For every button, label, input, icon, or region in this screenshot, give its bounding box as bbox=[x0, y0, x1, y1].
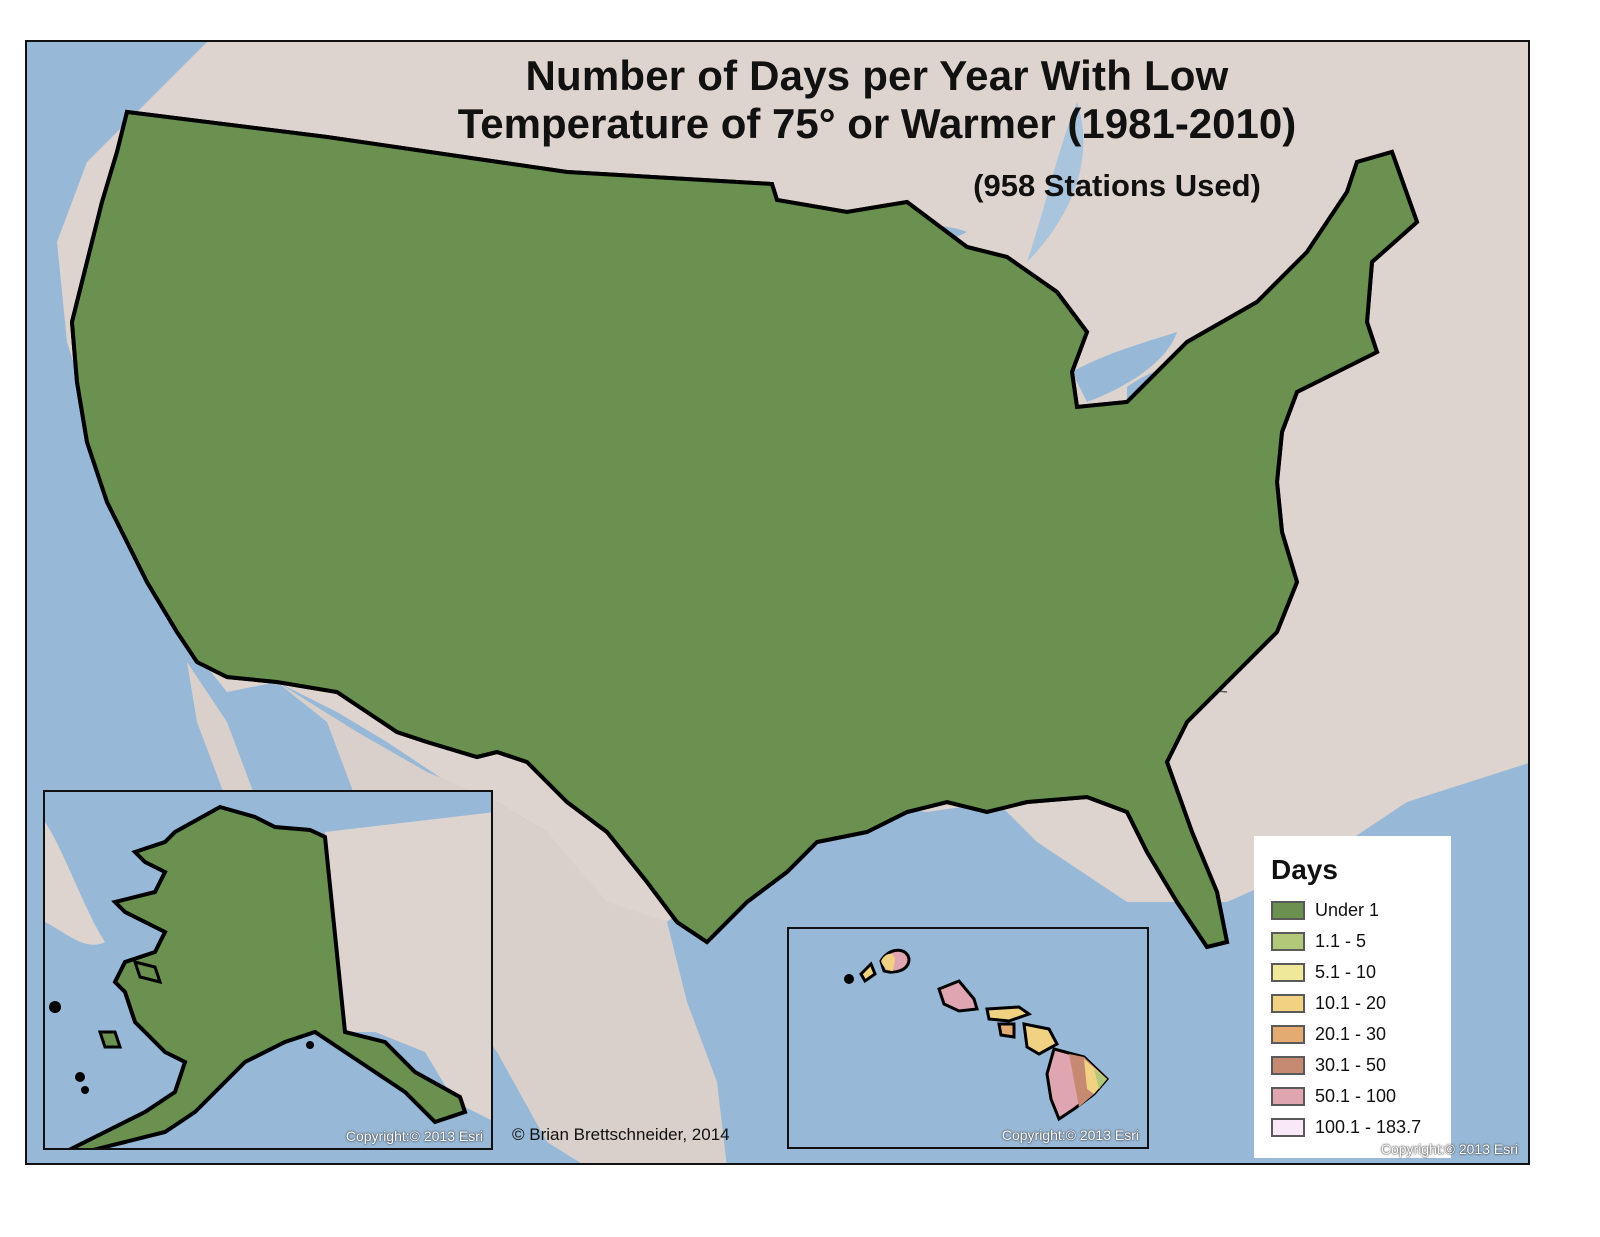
legend: Days Under 1 1.1 - 5 5.1 - 10 10.1 - 20 … bbox=[1254, 836, 1451, 1158]
legend-item: 10.1 - 20 bbox=[1271, 992, 1386, 1014]
alaska-inset: Copyright:© 2013 Esri bbox=[43, 790, 493, 1150]
map-title-line2: Temperature of 75° or Warmer (1981-2010) bbox=[457, 100, 1297, 147]
legend-item: 5.1 - 10 bbox=[1271, 961, 1376, 983]
legend-item: 1.1 - 5 bbox=[1271, 930, 1366, 952]
legend-swatch bbox=[1271, 1086, 1305, 1106]
hawaii-copyright: Copyright:© 2013 Esri bbox=[1001, 1127, 1139, 1143]
author-credit: © Brian Brettschneider, 2014 bbox=[512, 1125, 730, 1144]
main-copyright: Copyright:© 2013 Esri bbox=[1380, 1141, 1518, 1157]
hawaii-inset: Copyright:© 2013 Esri bbox=[787, 927, 1149, 1149]
legend-swatch bbox=[1271, 962, 1305, 982]
alaska-copyright: Copyright:© 2013 Esri bbox=[345, 1128, 483, 1144]
legend-swatch bbox=[1271, 1117, 1305, 1137]
contiguous-us-map bbox=[57, 42, 1528, 1163]
legend-swatch bbox=[1271, 931, 1305, 951]
legend-title: Days bbox=[1271, 854, 1338, 885]
legend-swatch bbox=[1271, 1055, 1305, 1075]
hawaii-map bbox=[844, 948, 1110, 1122]
legend-item: 30.1 - 50 bbox=[1271, 1054, 1386, 1076]
map-frame: Number of Days per Year With Low Tempera… bbox=[25, 40, 1530, 1165]
legend-swatch bbox=[1271, 993, 1305, 1013]
legend-swatch bbox=[1271, 1024, 1305, 1044]
legend-item: Under 1 bbox=[1271, 899, 1379, 921]
legend-swatch bbox=[1271, 900, 1305, 920]
map-subtitle: (958 Stations Used) bbox=[973, 168, 1261, 203]
legend-item: 20.1 - 30 bbox=[1271, 1023, 1386, 1045]
legend-item: 50.1 - 100 bbox=[1271, 1085, 1396, 1107]
map-title-line1: Number of Days per Year With Low bbox=[525, 52, 1229, 99]
legend-item: 100.1 - 183.7 bbox=[1271, 1116, 1421, 1138]
alaska-map bbox=[45, 804, 491, 1148]
